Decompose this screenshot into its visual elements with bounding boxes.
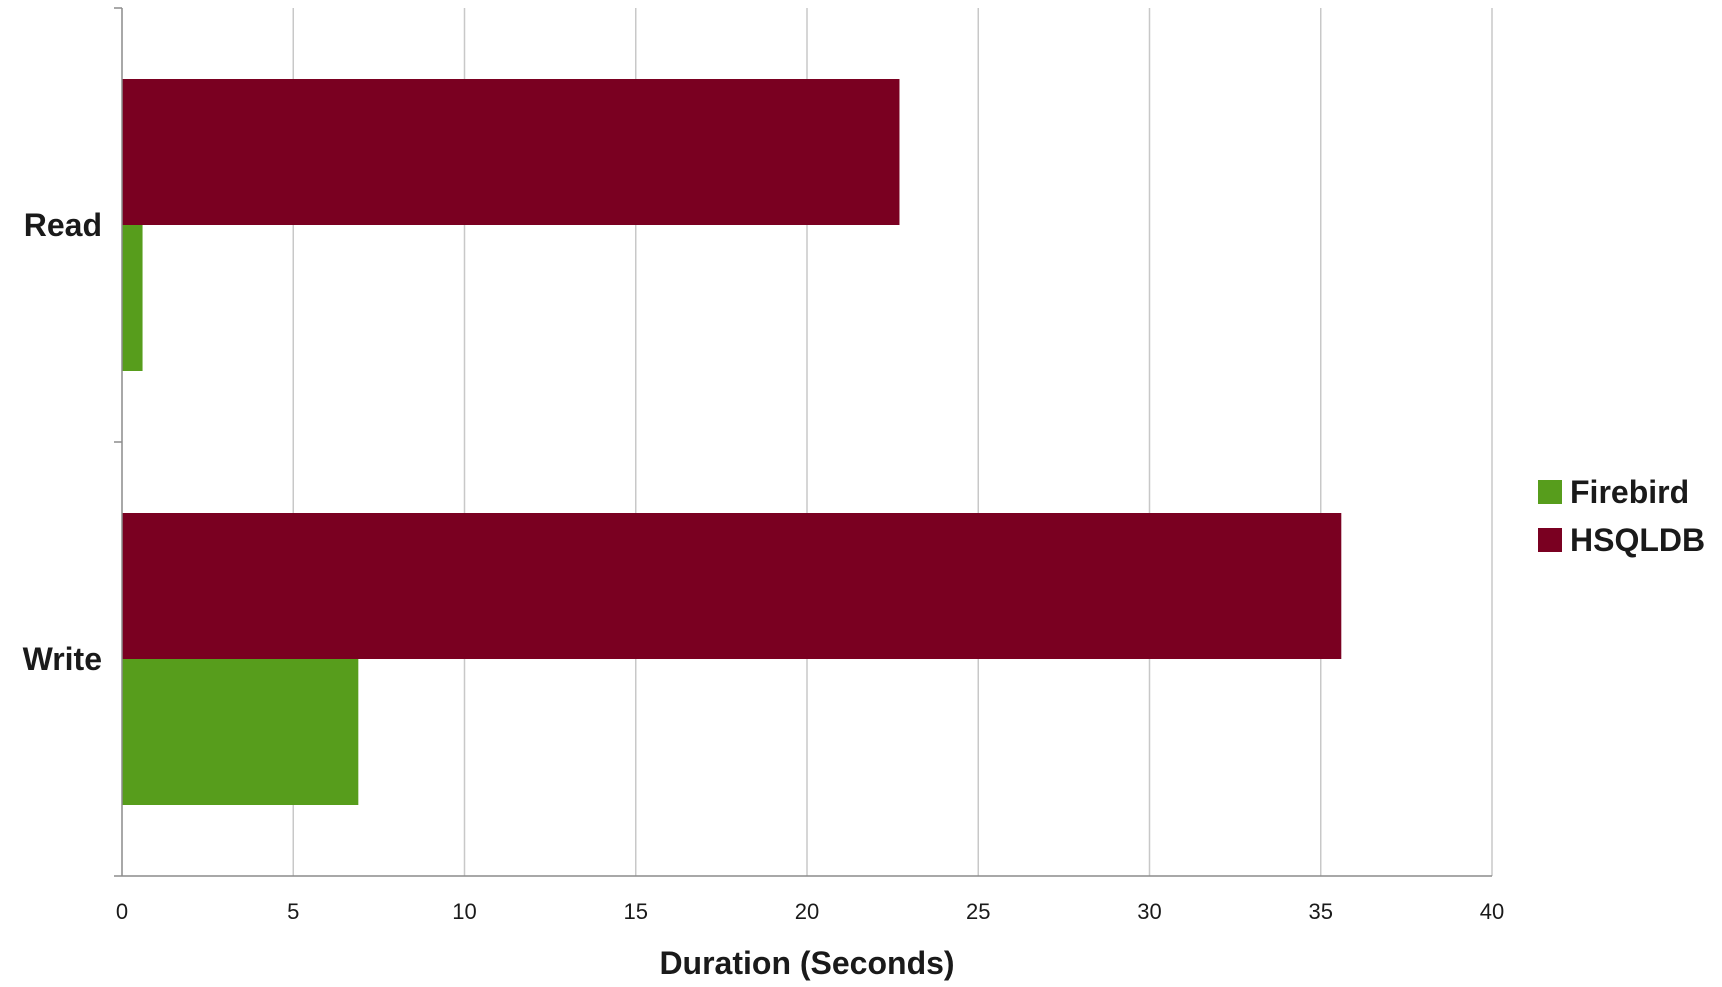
- x-tick-label: 10: [452, 899, 476, 924]
- bars: [122, 79, 1342, 805]
- bar-hsqldb-write: [122, 513, 1342, 659]
- y-category-label: Write: [23, 641, 102, 677]
- legend-label-firebird: Firebird: [1570, 474, 1689, 510]
- x-axis-title: Duration (Seconds): [659, 945, 954, 981]
- x-tick-label: 25: [966, 899, 990, 924]
- bar-firebird-write: [122, 659, 359, 805]
- bar-firebird-read: [122, 225, 143, 371]
- bar-hsqldb-read: [122, 79, 900, 225]
- legend-swatch-firebird: [1538, 480, 1562, 504]
- axes: [114, 7, 1492, 877]
- x-tick-label: 40: [1480, 899, 1504, 924]
- legend-swatch-hsqldb: [1538, 528, 1562, 552]
- x-tick-label: 30: [1137, 899, 1161, 924]
- x-tick-label: 20: [795, 899, 819, 924]
- category-labels: Read Write: [23, 207, 102, 677]
- x-tick-label: 5: [287, 899, 299, 924]
- y-category-label: Read: [24, 207, 102, 243]
- x-tick-label: 15: [624, 899, 648, 924]
- x-tick-label: 0: [116, 899, 128, 924]
- legend-label-hsqldb: HSQLDB: [1570, 522, 1705, 558]
- x-tick-label: 35: [1309, 899, 1333, 924]
- legend: Firebird HSQLDB: [1538, 474, 1705, 558]
- x-tick-labels: 0 5 10 15 20 25 30 35 40: [116, 899, 1504, 924]
